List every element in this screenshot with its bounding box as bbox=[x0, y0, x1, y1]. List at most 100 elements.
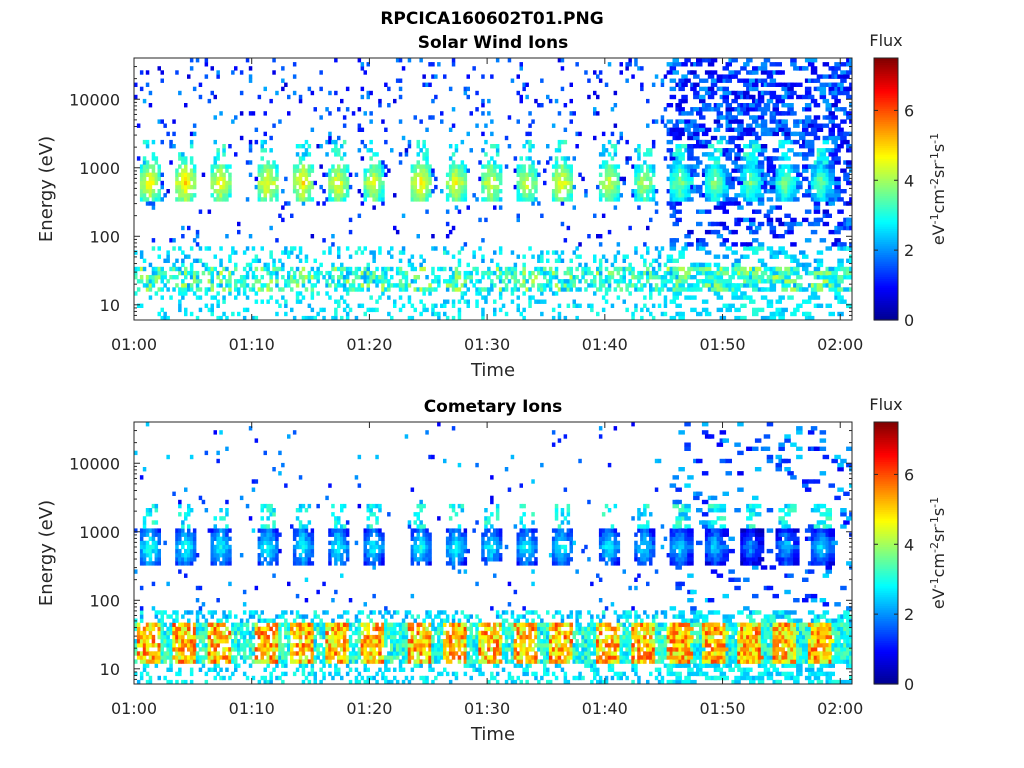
flux-cell bbox=[139, 250, 144, 255]
flux-cell bbox=[825, 270, 832, 276]
flux-cell bbox=[757, 193, 765, 198]
flux-cell bbox=[228, 291, 232, 296]
flux-cell bbox=[139, 548, 144, 554]
flux-cell bbox=[260, 197, 264, 202]
flux-cell bbox=[802, 66, 809, 71]
colorbar-segment bbox=[874, 285, 898, 288]
flux-cell bbox=[493, 164, 497, 169]
flux-cell bbox=[693, 94, 700, 100]
flux-cell bbox=[222, 647, 226, 652]
colorbar-segment bbox=[874, 258, 898, 262]
flux-cell bbox=[301, 156, 306, 161]
colorbar-segment bbox=[874, 267, 898, 271]
flux-cell bbox=[189, 266, 194, 272]
flux-cell bbox=[342, 184, 347, 190]
flux-cell bbox=[569, 98, 573, 104]
flux-cell bbox=[334, 315, 338, 320]
flux-cell bbox=[416, 144, 420, 149]
flux-cell bbox=[722, 86, 729, 92]
flux-cell bbox=[266, 618, 270, 623]
flux-cell bbox=[204, 655, 209, 660]
flux-cell bbox=[266, 655, 270, 660]
flux-cell bbox=[422, 74, 426, 79]
flux-cell bbox=[148, 172, 153, 177]
flux-cell bbox=[322, 307, 326, 313]
flux-cell bbox=[837, 74, 844, 79]
flux-cell bbox=[422, 82, 426, 87]
flux-cell bbox=[175, 528, 179, 533]
colorbar-segment bbox=[874, 119, 898, 122]
unit-base: s bbox=[929, 144, 948, 152]
flux-cell bbox=[601, 144, 606, 149]
flux-cell bbox=[225, 618, 229, 623]
flux-cell bbox=[410, 254, 415, 259]
flux-cell bbox=[504, 135, 509, 141]
flux-cell bbox=[375, 172, 379, 177]
flux-cell bbox=[637, 148, 641, 153]
flux-cell bbox=[254, 291, 259, 296]
flux-cell bbox=[637, 193, 641, 198]
flux-cell bbox=[716, 275, 724, 280]
flux-cell bbox=[434, 74, 438, 79]
flux-cell bbox=[363, 168, 367, 173]
flux-cell bbox=[422, 180, 426, 186]
flux-cell bbox=[384, 275, 388, 280]
flux-cell bbox=[204, 643, 209, 648]
flux-cell bbox=[184, 283, 188, 288]
flux-cell bbox=[139, 180, 144, 186]
flux-cell bbox=[834, 148, 841, 153]
flux-cell bbox=[307, 184, 312, 190]
flux-cell bbox=[198, 94, 203, 100]
flux-cell bbox=[613, 189, 618, 194]
flux-cell bbox=[345, 303, 350, 308]
flux-cell bbox=[828, 176, 835, 182]
flux-cell bbox=[752, 131, 759, 137]
flux-cell bbox=[275, 553, 279, 558]
flux-cell bbox=[790, 82, 797, 87]
flux-cell bbox=[387, 295, 391, 300]
flux-cell bbox=[357, 58, 362, 63]
flux-cell bbox=[239, 275, 244, 280]
flux-cell bbox=[231, 647, 235, 652]
flux-cell bbox=[448, 275, 453, 280]
flux-cell bbox=[142, 639, 147, 644]
flux-cell bbox=[340, 184, 344, 190]
colorbar-segment bbox=[874, 171, 898, 175]
flux-cell bbox=[413, 193, 417, 198]
flux-cell bbox=[207, 528, 212, 533]
flux-cell bbox=[275, 189, 279, 194]
flux-cell bbox=[254, 279, 259, 284]
flux-cell bbox=[298, 647, 303, 652]
flux-cell bbox=[181, 291, 185, 296]
flux-cell bbox=[431, 307, 435, 313]
flux-cell bbox=[325, 172, 329, 177]
flux-cell bbox=[181, 614, 185, 619]
flux-cell bbox=[678, 119, 685, 124]
flux-cell bbox=[313, 275, 317, 280]
flux-cell bbox=[301, 189, 306, 194]
flux-cell bbox=[331, 242, 335, 247]
flux-cell bbox=[634, 283, 638, 288]
flux-cell bbox=[796, 184, 803, 190]
flux-cell bbox=[551, 123, 556, 128]
flux-cell bbox=[251, 258, 256, 263]
flux-cell bbox=[360, 287, 365, 292]
colorbar-segment bbox=[874, 156, 898, 160]
flux-cell bbox=[148, 189, 153, 194]
flux-cell bbox=[572, 184, 576, 190]
flux-cell bbox=[257, 630, 262, 636]
flux-cell bbox=[445, 234, 450, 239]
flux-cell bbox=[269, 176, 273, 182]
flux-cell bbox=[272, 544, 276, 550]
flux-cell bbox=[569, 111, 573, 116]
flux-cell bbox=[846, 303, 852, 308]
flux-cell bbox=[175, 189, 179, 194]
flux-cell bbox=[204, 622, 209, 627]
flux-cell bbox=[213, 630, 217, 636]
flux-cell bbox=[431, 115, 435, 120]
flux-cell bbox=[725, 307, 732, 313]
flux-cell bbox=[187, 503, 191, 509]
flux-cell bbox=[681, 98, 688, 104]
flux-cell bbox=[257, 258, 262, 263]
flux-cell bbox=[707, 74, 715, 79]
